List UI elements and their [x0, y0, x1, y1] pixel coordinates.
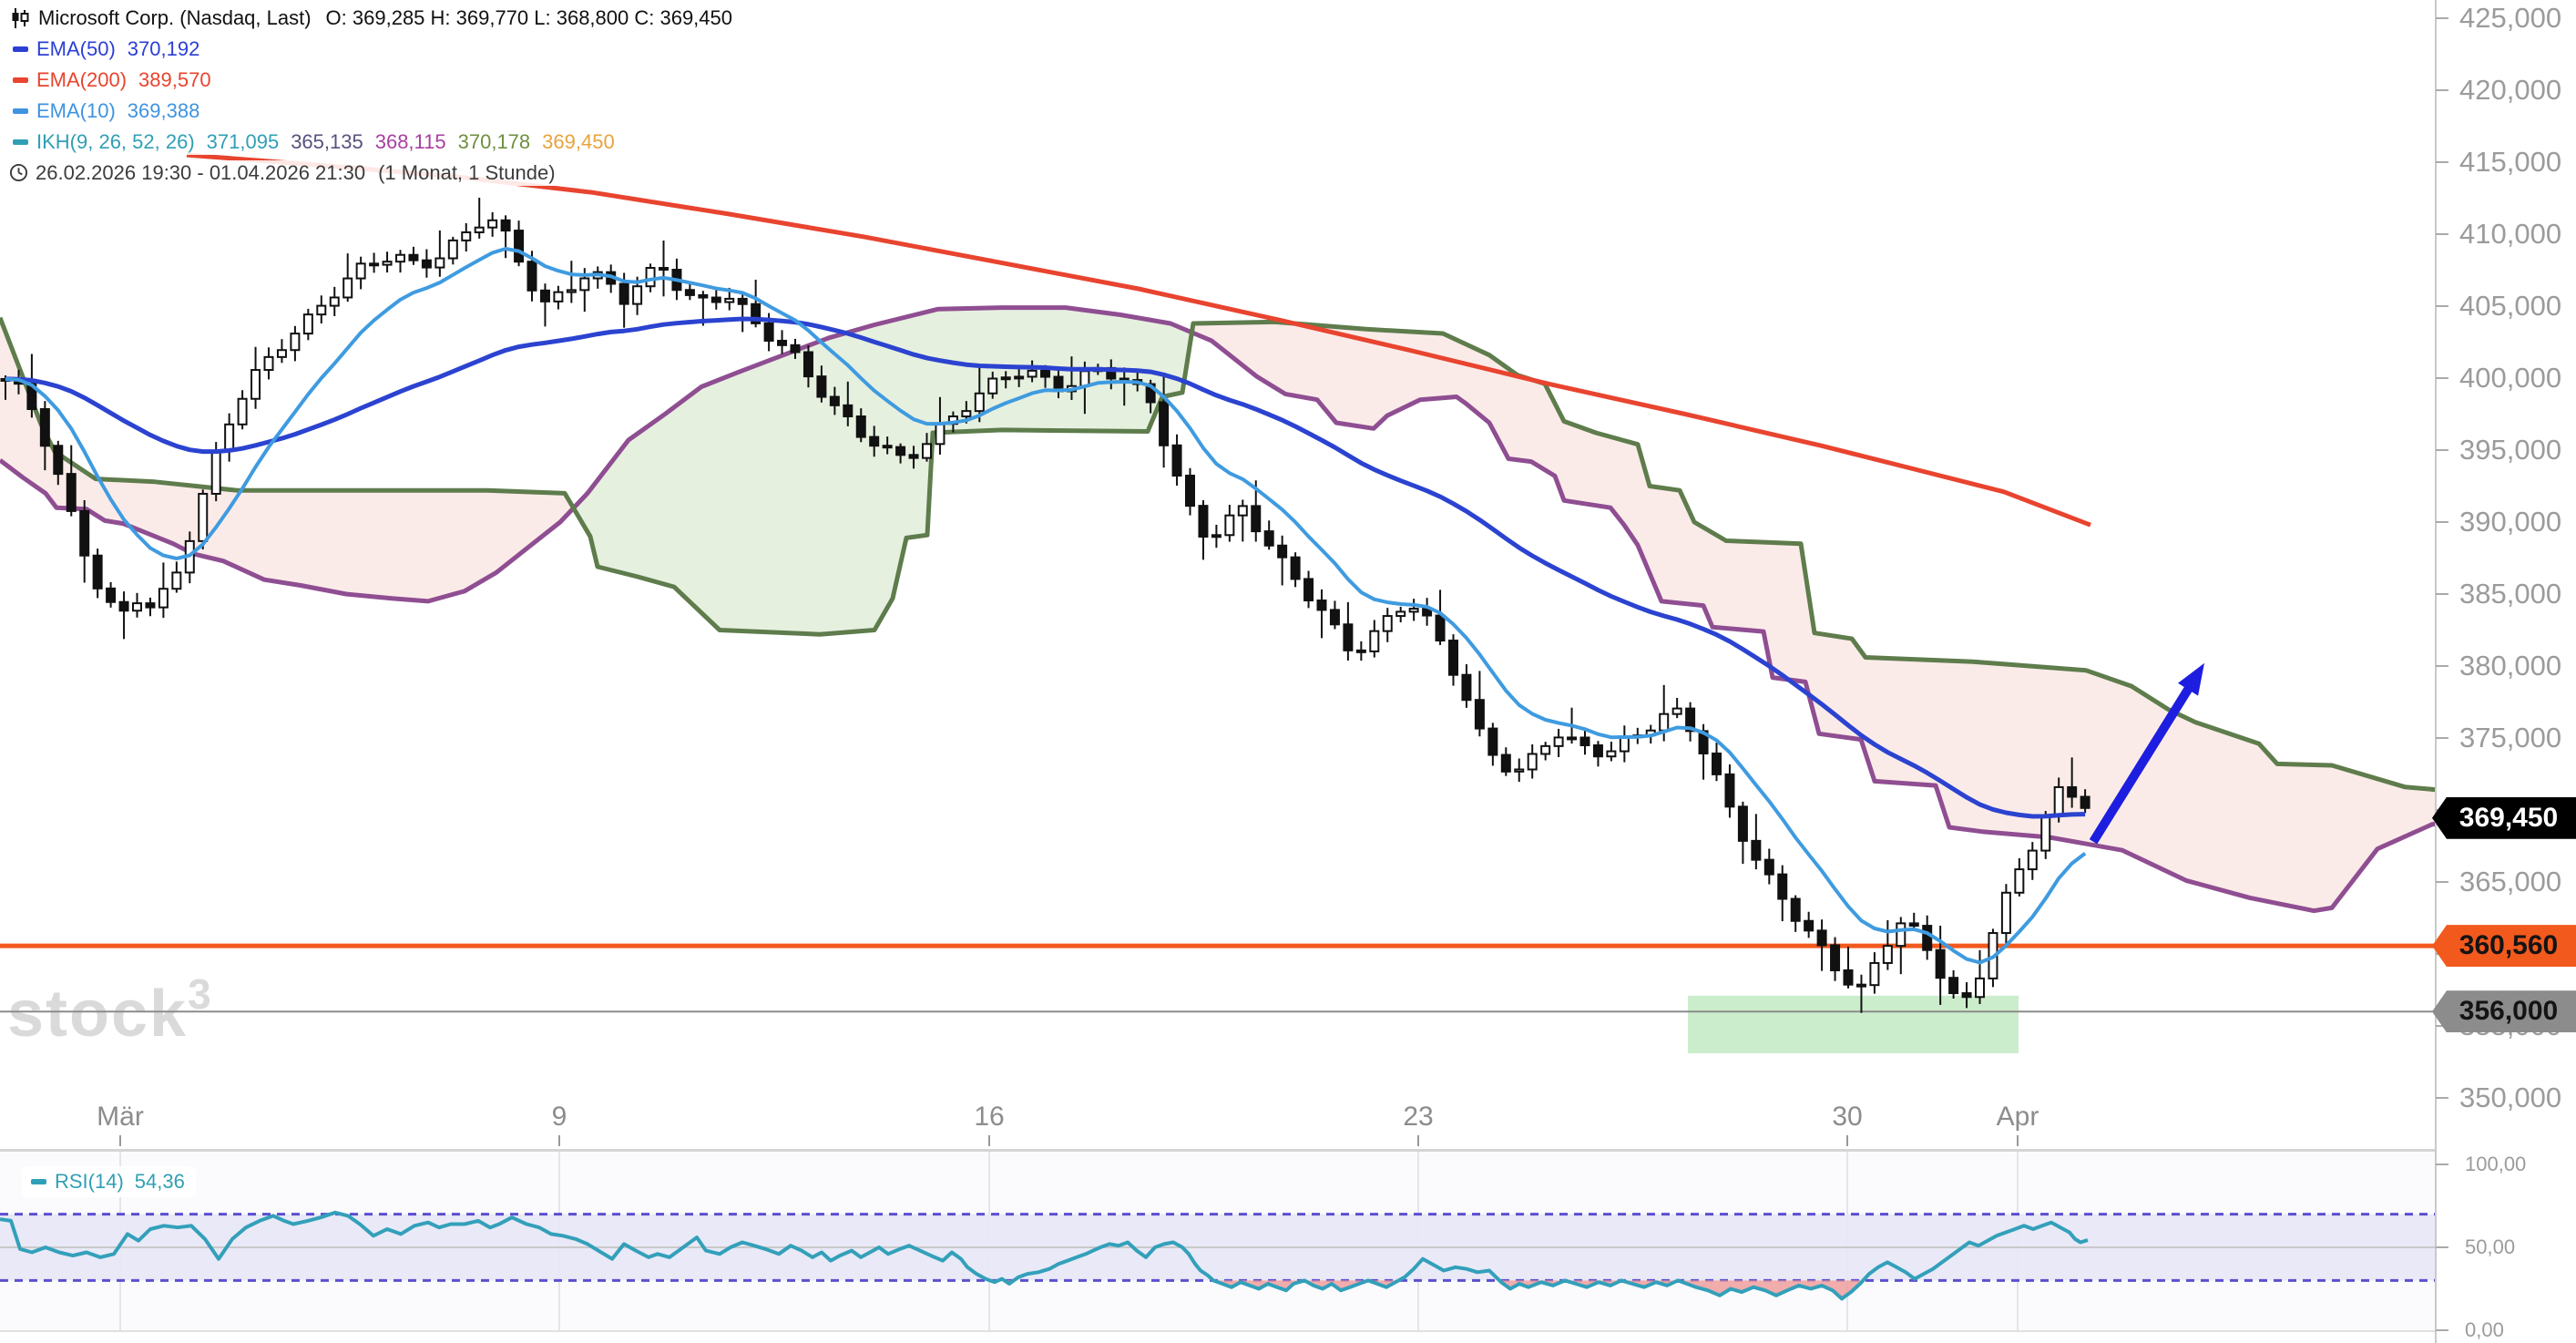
rsi-panel[interactable]	[0, 1152, 2436, 1330]
time-tick-label: Apr	[1996, 1102, 2039, 1132]
price-tick-label: 395,000	[2459, 434, 2562, 466]
price-tick-label: 425,000	[2459, 2, 2562, 34]
price-tick-label: 410,000	[2459, 218, 2562, 250]
rsi-line	[0, 1210, 2089, 1301]
price-tick-label: 350,000	[2459, 1082, 2562, 1113]
plot-area	[0, 152, 2436, 1330]
watermark-sup: 3	[188, 970, 213, 1018]
price-tick-label: 375,000	[2459, 722, 2562, 754]
ichimoku-cloud	[0, 305, 2436, 914]
rsi-swatch	[31, 1179, 46, 1184]
time-tick-label: 16	[974, 1102, 1005, 1132]
rsi-legend[interactable]: RSI(14) 54,36	[22, 1166, 196, 1197]
time-tick-label: Mär	[97, 1102, 144, 1132]
resistance-level-badge[interactable]: 360,560	[2432, 925, 2576, 968]
price-tick-label: 405,000	[2459, 290, 2562, 322]
rsi-value: 54,36	[134, 1170, 185, 1193]
support-zone[interactable]	[1688, 995, 2019, 1054]
stock3-watermark: stock3	[7, 970, 213, 1051]
support-level-badge[interactable]: 356,000	[2432, 990, 2576, 1033]
price-tick-label: 400,000	[2459, 362, 2562, 394]
price-tick-label: 385,000	[2459, 578, 2562, 610]
ema10-line[interactable]	[5, 247, 2087, 965]
axis-column	[2436, 0, 2576, 1343]
rsi-label: RSI(14)	[55, 1170, 124, 1193]
time-tick-label: 23	[1403, 1102, 1434, 1132]
price-tick-label: 420,000	[2459, 74, 2562, 106]
last-price-badge: 369,450	[2432, 796, 2576, 839]
trend-arrow[interactable]	[2089, 662, 2204, 845]
price-tick-label: 365,000	[2459, 866, 2562, 897]
price-tick-label: 380,000	[2459, 650, 2562, 682]
price-tick-label: 415,000	[2459, 146, 2562, 178]
ema50-line[interactable]	[5, 316, 2086, 819]
time-tick-label: 9	[551, 1102, 567, 1132]
price-tick-label: 390,000	[2459, 506, 2562, 538]
time-tick-label: 30	[1832, 1102, 1863, 1132]
